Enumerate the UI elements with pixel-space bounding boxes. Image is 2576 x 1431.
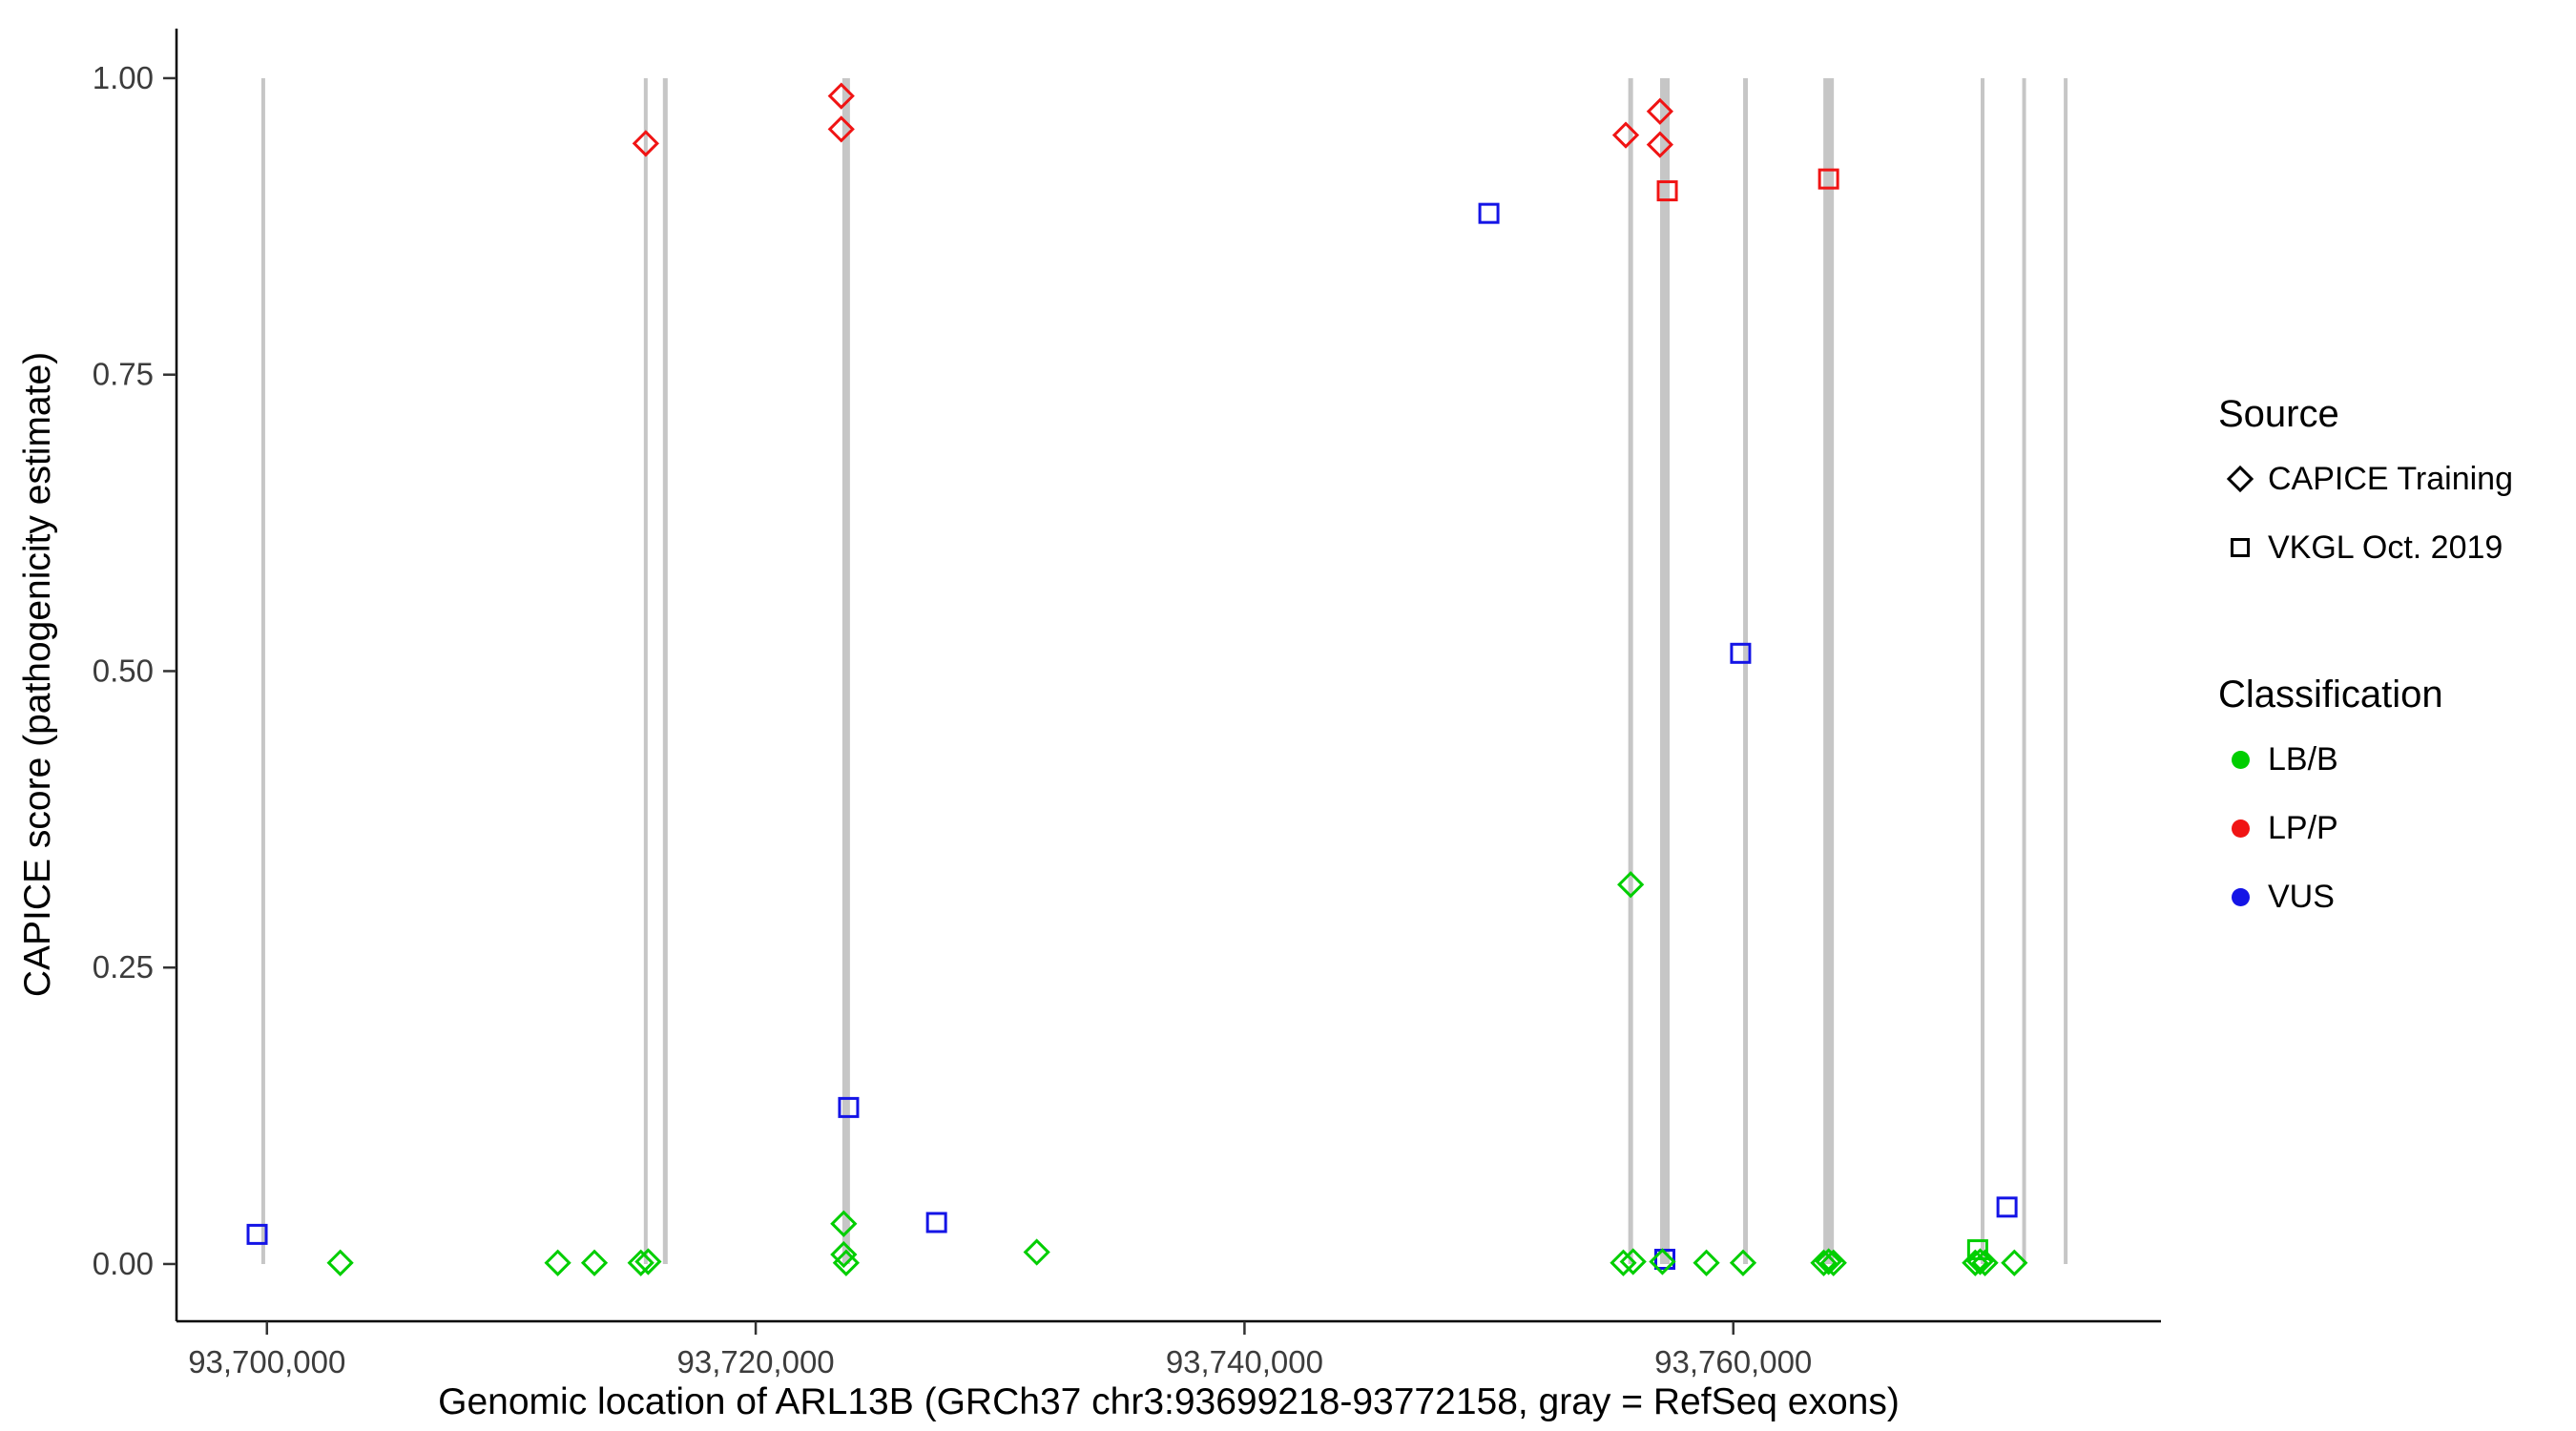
data-point-square (1654, 1248, 1675, 1270)
red-dot-icon (2231, 819, 2250, 838)
data-point-diamond (1611, 121, 1640, 149)
legend-item-lbb: LB/B (2218, 725, 2443, 794)
data-point-square (925, 1212, 947, 1234)
data-point-diamond (1649, 1248, 1676, 1275)
green-dot-icon (2231, 750, 2250, 769)
blue-dot-icon (2231, 887, 2250, 906)
data-point-diamond (1962, 1249, 1989, 1276)
legend-item-vus: VUS (2218, 862, 2443, 931)
legend-classification-group: Classification LB/B LP/P VUS (2218, 672, 2443, 931)
data-point-square (1656, 180, 1678, 202)
data-point-diamond (1810, 1249, 1838, 1276)
legend-source-title: Source (2218, 393, 2339, 435)
y-axis-title: CAPICE score (pathogenicity estimate) (17, 351, 58, 998)
x-tick-label: 93,760,000 (1654, 1344, 1812, 1379)
data-point-diamond (2001, 1249, 2028, 1276)
legend-key (2218, 465, 2262, 493)
data-point-diamond (1617, 871, 1645, 899)
data-point-square (1818, 168, 1839, 190)
x-tick-label: 93,700,000 (188, 1344, 345, 1379)
legend-key (2218, 819, 2262, 838)
x-tick-label: 93,740,000 (1166, 1344, 1323, 1379)
diamond-icon (2226, 465, 2254, 493)
data-point-diamond (632, 130, 659, 157)
data-point-diamond (1646, 131, 1673, 158)
data-point-diamond (634, 1248, 662, 1275)
data-point-diamond (827, 82, 855, 110)
legend-key (2218, 750, 2262, 769)
x-axis-title: Genomic location of ARL13B (GRCh37 chr3:… (438, 1381, 1900, 1422)
data-point-diamond (827, 115, 855, 143)
data-point-diamond (1023, 1238, 1050, 1266)
data-point-diamond (1646, 97, 1673, 125)
data-point-diamond (627, 1249, 654, 1276)
square-icon (2231, 538, 2250, 557)
legend-classification-title: Classification (2218, 674, 2443, 716)
y-tick-label: 1.00 (93, 60, 154, 95)
data-point-diamond (326, 1249, 354, 1276)
data-point-square (1478, 202, 1500, 224)
legend-key (2218, 538, 2262, 557)
y-tick-label: 0.25 (93, 949, 154, 985)
data-point-diamond (1971, 1249, 1999, 1276)
legend-item-capice-training: CAPICE Training (2218, 445, 2513, 513)
legend-item-label: LP/P (2268, 809, 2338, 846)
legend-item-label: LB/B (2268, 740, 2338, 778)
data-point-diamond (544, 1249, 571, 1276)
legend-item-label: VKGL Oct. 2019 (2268, 529, 2503, 566)
legend-item-label: VUS (2268, 878, 2335, 915)
data-point-square (1730, 642, 1752, 664)
y-tick-label: 0.00 (93, 1246, 154, 1281)
x-tick-label: 93,720,000 (677, 1344, 835, 1379)
data-point-diamond (580, 1249, 609, 1276)
legend-source-group: Source CAPICE Training VKGL Oct. 2019 (2218, 391, 2513, 582)
legend-item-vkgl: VKGL Oct. 2019 (2218, 513, 2513, 582)
data-point-square (246, 1223, 268, 1245)
y-tick-label: 0.50 (93, 653, 154, 688)
data-point-diamond (1819, 1249, 1847, 1276)
y-tick-label: 0.75 (93, 357, 154, 392)
legend-item-lpp: LP/P (2218, 794, 2443, 862)
legend-key (2218, 887, 2262, 906)
data-point-diamond (1966, 1248, 1994, 1275)
data-point-square (1996, 1196, 2018, 1218)
data-point-diamond (1693, 1249, 1720, 1276)
data-point-diamond (830, 1210, 858, 1237)
data-point-diamond (830, 1240, 858, 1269)
legend-item-label: CAPICE Training (2268, 460, 2513, 497)
data-point-square (838, 1096, 860, 1118)
data-point-diamond (832, 1249, 860, 1276)
data-point-diamond (1815, 1248, 1842, 1275)
data-point-diamond (1729, 1249, 1757, 1276)
data-point-diamond (1610, 1249, 1637, 1276)
data-point-diamond (1619, 1248, 1647, 1275)
